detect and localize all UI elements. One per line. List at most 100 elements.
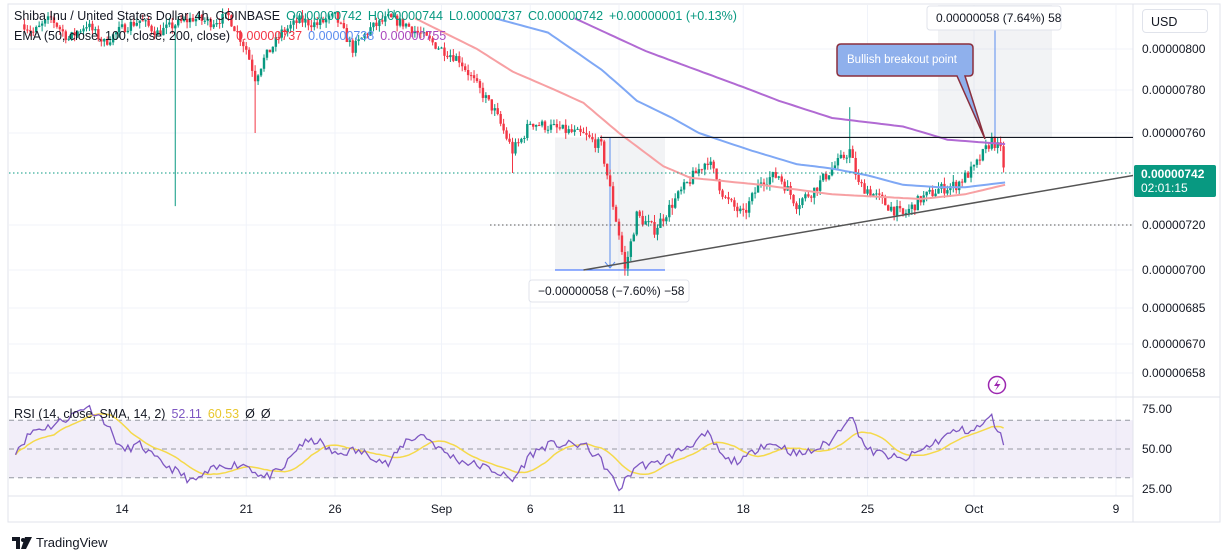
candle-down xyxy=(745,209,748,213)
candle-down xyxy=(943,183,946,194)
candle-down xyxy=(61,29,65,32)
candle-down xyxy=(863,183,866,194)
candle-up xyxy=(750,193,754,202)
candle-up xyxy=(117,26,121,33)
time-tick-label: 25 xyxy=(861,502,875,516)
candle-down xyxy=(662,218,665,222)
time-axis[interactable]: 14 21 26 Sep 6 11 18 25 Oct 9 xyxy=(115,502,1119,516)
ohlc-open: O0.00000742 xyxy=(286,9,362,23)
candle-up xyxy=(384,16,387,22)
candle-up xyxy=(484,95,488,98)
candle-up xyxy=(910,204,914,209)
rsi-tick-label: 75.00 xyxy=(1142,402,1172,416)
candle-up xyxy=(934,193,937,197)
ohlc-change: +0.00000001 (+0.13%) xyxy=(609,9,737,23)
candle-up xyxy=(821,173,825,181)
candle-down xyxy=(860,182,863,184)
candle-down xyxy=(490,99,493,111)
price-tick-label: 0.00000800 xyxy=(1142,42,1206,56)
candle-up xyxy=(904,213,908,215)
lightning-icon[interactable] xyxy=(987,375,1007,395)
candle-down xyxy=(638,211,641,216)
candle-up xyxy=(103,38,106,42)
candle-down xyxy=(410,26,414,34)
candle-down xyxy=(253,70,257,82)
ema-lines xyxy=(414,17,1006,201)
candle-down xyxy=(434,42,437,49)
tradingview-logo-icon xyxy=(12,536,32,549)
candle-down xyxy=(242,41,245,47)
candle-up xyxy=(546,129,550,131)
candle-down xyxy=(505,130,508,139)
candle-down xyxy=(700,169,704,171)
candle-down xyxy=(718,179,721,191)
candle-down xyxy=(301,15,304,23)
candle-up xyxy=(493,108,496,111)
candle-up xyxy=(839,154,843,158)
candle-up xyxy=(259,68,263,76)
candle-down xyxy=(558,127,562,129)
candle-down xyxy=(230,15,233,27)
candle-up xyxy=(333,11,337,14)
candle-down xyxy=(582,131,585,134)
tradingview-logo[interactable]: TradingView xyxy=(12,535,108,550)
candle-up xyxy=(514,142,517,154)
candle-down xyxy=(869,189,872,196)
candle-up xyxy=(85,27,88,29)
candle-down xyxy=(730,199,733,201)
candle-down xyxy=(463,66,467,70)
candle-up xyxy=(292,20,295,25)
measure-up-label[interactable]: 0.00000058 (7.64%) 58 xyxy=(926,5,1062,31)
candle-up xyxy=(203,20,207,22)
candle-up xyxy=(520,138,523,143)
candle-down xyxy=(620,235,624,252)
candle-down xyxy=(762,182,766,185)
rsi-tick-label: 50.00 xyxy=(1142,442,1172,456)
candle-down xyxy=(816,187,819,191)
candle-up xyxy=(197,15,201,19)
rsi-pane xyxy=(9,419,1133,479)
candle-up xyxy=(952,181,955,187)
symbol-legend[interactable]: Shiba Inu / United States Dollar, 4h, CO… xyxy=(14,9,743,23)
rsi-legend[interactable]: RSI (14, close, SMA, 14, 2) 52.11 60.53 Ø Ø xyxy=(14,407,277,421)
measure-up-text: 0.00000058 (7.64%) 58 xyxy=(936,11,1062,25)
candle-up xyxy=(549,124,553,130)
candle-up xyxy=(392,15,396,18)
time-tick-label: 14 xyxy=(115,502,129,516)
drawings[interactable] xyxy=(9,136,1135,271)
measure-down-label[interactable]: −0.00000058 (−7.60%) −58 xyxy=(528,279,690,303)
candle-up xyxy=(94,29,97,31)
price-tick-label: 0.00000720 xyxy=(1142,218,1206,232)
candle-down xyxy=(955,181,958,191)
candle-up xyxy=(798,205,801,210)
time-tick-label: Sep xyxy=(431,502,453,516)
price-axis[interactable]: 0.00000800 0.00000780 0.00000760 0.00000720… xyxy=(1142,42,1206,380)
candle-up xyxy=(455,56,458,61)
rsi-tick-label: 25.00 xyxy=(1142,482,1172,496)
currency-button[interactable]: USD xyxy=(1142,9,1208,33)
rsi-axis[interactable]: 75.00 50.00 25.00 xyxy=(1142,402,1172,496)
ema-legend[interactable]: EMA (50, close, 100, close, 200, close) 0… xyxy=(14,29,452,43)
candle-down xyxy=(736,206,739,212)
price-tick-label: 0.00000658 xyxy=(1142,366,1206,380)
time-tick-label: 18 xyxy=(737,502,751,516)
candles xyxy=(23,8,1005,276)
candle-down xyxy=(617,221,621,236)
price-tick-label: 0.00000670 xyxy=(1142,337,1206,351)
candle-up xyxy=(768,177,772,185)
candle-down xyxy=(499,114,502,124)
candle-up xyxy=(946,190,949,194)
candle-up xyxy=(937,188,940,194)
candle-down xyxy=(650,221,653,223)
candle-up xyxy=(265,49,269,58)
candle-down xyxy=(789,185,792,195)
candle-down xyxy=(694,170,698,174)
candle-down xyxy=(236,31,239,33)
ema50-line xyxy=(414,17,1006,201)
candle-down xyxy=(132,21,136,26)
candle-down xyxy=(780,176,783,182)
candle-down xyxy=(179,19,183,22)
time-tick-label: Oct xyxy=(965,502,984,516)
callout-bullish-breakout[interactable]: Bullish breakout point xyxy=(836,43,986,140)
